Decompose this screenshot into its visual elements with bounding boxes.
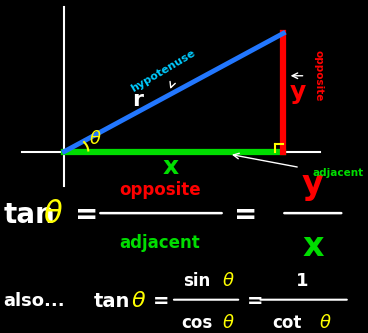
Text: $\theta$: $\theta$: [222, 314, 234, 332]
Text: =: =: [75, 201, 99, 229]
Text: cot: cot: [272, 314, 302, 332]
Text: opposite: opposite: [313, 50, 323, 102]
Text: x: x: [162, 155, 178, 178]
Text: 1: 1: [296, 272, 308, 290]
Text: cos: cos: [181, 314, 212, 332]
Text: =: =: [234, 201, 257, 229]
Text: adjacent: adjacent: [313, 168, 364, 178]
Text: $\theta$: $\theta$: [89, 130, 102, 148]
Text: hypotenuse: hypotenuse: [129, 48, 197, 94]
Text: also...: also...: [4, 292, 65, 310]
Text: y: y: [289, 80, 305, 105]
Text: x: x: [302, 230, 323, 263]
Text: sin: sin: [183, 272, 210, 290]
Text: tan: tan: [4, 201, 56, 229]
Text: y: y: [302, 168, 324, 201]
Text: r: r: [132, 90, 144, 110]
Text: tan: tan: [94, 292, 130, 311]
Text: $\theta$: $\theta$: [319, 314, 332, 332]
Text: opposite: opposite: [119, 181, 201, 199]
Text: =: =: [153, 292, 169, 311]
Text: $\theta$: $\theta$: [222, 272, 234, 290]
Text: =: =: [247, 292, 263, 311]
Text: $\theta$: $\theta$: [131, 291, 146, 311]
Text: adjacent: adjacent: [120, 234, 201, 252]
Text: $\theta$: $\theta$: [43, 200, 64, 229]
